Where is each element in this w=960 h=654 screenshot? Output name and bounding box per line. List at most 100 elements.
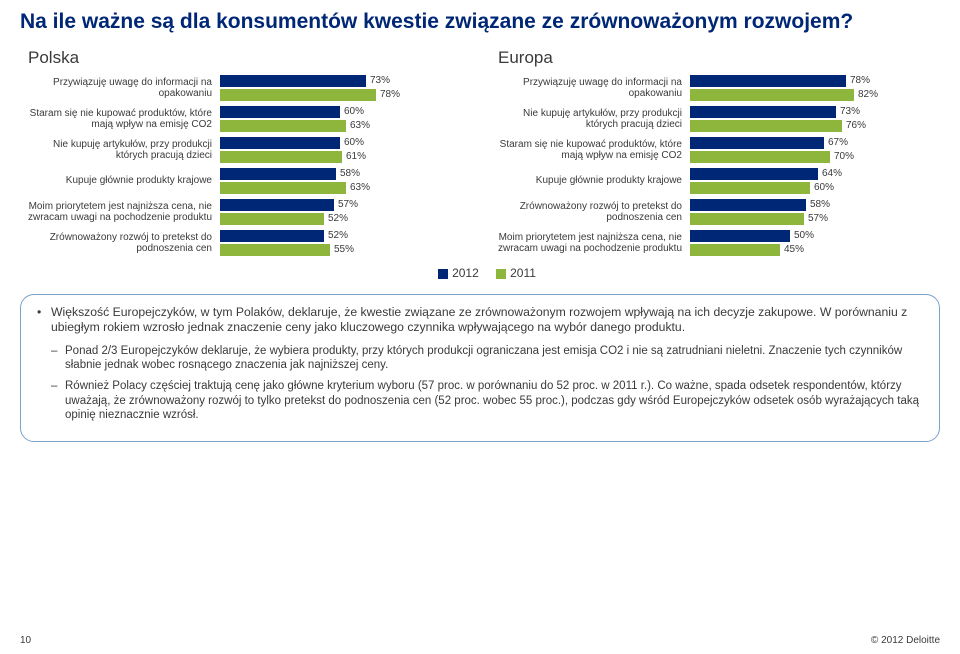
bar-value: 45% bbox=[784, 244, 804, 255]
bar-group: Przywiązuję uwagę do informacji na opako… bbox=[20, 74, 470, 102]
bar-row: 78% bbox=[690, 74, 940, 87]
bars-cell: 67%70% bbox=[690, 136, 940, 164]
bars-cell: 57%52% bbox=[220, 198, 470, 226]
bar-value: 70% bbox=[834, 151, 854, 162]
bar-value: 50% bbox=[794, 230, 814, 241]
summary-p1: Większość Europejczyków, w tym Polaków, … bbox=[37, 305, 923, 336]
bar-group: Moim priorytetem jest najniższa cena, ni… bbox=[20, 198, 470, 226]
bar-row: 52% bbox=[220, 212, 470, 225]
bar-row: 61% bbox=[220, 150, 470, 163]
page-number: 10 bbox=[20, 635, 31, 646]
bar-row: 45% bbox=[690, 243, 940, 256]
bars-cell: 52%55% bbox=[220, 229, 470, 257]
bar-label: Zrównoważony rozwój to pretekst do podno… bbox=[20, 232, 220, 255]
bar-value: 55% bbox=[334, 244, 354, 255]
bar-2012 bbox=[690, 137, 824, 149]
bars-cell: 60%63% bbox=[220, 105, 470, 133]
bar-2011 bbox=[690, 89, 854, 101]
bar-value: 78% bbox=[850, 75, 870, 86]
bar-row: 73% bbox=[690, 105, 940, 118]
bar-2012 bbox=[690, 168, 818, 180]
bar-2011 bbox=[690, 244, 780, 256]
bar-row: 58% bbox=[220, 167, 470, 180]
bar-row: 50% bbox=[690, 229, 940, 242]
bar-value: 63% bbox=[350, 182, 370, 193]
bar-row: 57% bbox=[220, 198, 470, 211]
bar-group: Kupuje głównie produkty krajowe64%60% bbox=[490, 167, 940, 195]
page-title: Na ile ważne są dla konsumentów kwestie … bbox=[0, 0, 960, 40]
bar-2011 bbox=[690, 213, 804, 225]
bar-2011 bbox=[690, 182, 810, 194]
bar-group: Moim priorytetem jest najniższa cena, ni… bbox=[490, 229, 940, 257]
bars-cell: 58%63% bbox=[220, 167, 470, 195]
bar-row: 60% bbox=[220, 136, 470, 149]
legend-swatch-2011 bbox=[496, 269, 506, 279]
bar-group: Staram się nie kupować produktów, które … bbox=[490, 136, 940, 164]
charts-row: Polska Przywiązuję uwagę do informacji n… bbox=[0, 40, 960, 260]
bar-2011 bbox=[220, 182, 346, 194]
bar-value: 61% bbox=[346, 151, 366, 162]
bar-group: Nie kupuję artykułów, przy produkcji któ… bbox=[490, 105, 940, 133]
bars-cell: 64%60% bbox=[690, 167, 940, 195]
bar-2011 bbox=[220, 244, 330, 256]
summary-p1a: Większość Europejczyków, w tym Polaków, … bbox=[51, 305, 820, 319]
bar-value: 57% bbox=[808, 213, 828, 224]
bar-2011 bbox=[690, 151, 830, 163]
bar-row: 73% bbox=[220, 74, 470, 87]
bar-label: Moim priorytetem jest najniższa cena, ni… bbox=[490, 232, 690, 255]
bar-value: 82% bbox=[858, 89, 878, 100]
bar-row: 76% bbox=[690, 119, 940, 132]
legend: 2012 2011 bbox=[0, 266, 960, 280]
chart-title-polska: Polska bbox=[20, 48, 470, 68]
bar-value: 58% bbox=[340, 168, 360, 179]
bar-label: Nie kupuję artykułów, przy produkcji któ… bbox=[20, 139, 220, 162]
bar-row: 52% bbox=[220, 229, 470, 242]
bar-value: 60% bbox=[344, 137, 364, 148]
bar-group: Przywiązuję uwagę do informacji na opako… bbox=[490, 74, 940, 102]
bar-label: Staram się nie kupować produktów, które … bbox=[490, 139, 690, 162]
bar-value: 58% bbox=[810, 199, 830, 210]
bar-value: 76% bbox=[846, 120, 866, 131]
bar-value: 57% bbox=[338, 199, 358, 210]
bar-row: 64% bbox=[690, 167, 940, 180]
bars-cell: 60%61% bbox=[220, 136, 470, 164]
bar-row: 67% bbox=[690, 136, 940, 149]
bar-row: 57% bbox=[690, 212, 940, 225]
bar-value: 52% bbox=[328, 213, 348, 224]
bar-label: Przywiązuję uwagę do informacji na opako… bbox=[490, 77, 690, 100]
bar-group: Nie kupuję artykułów, przy produkcji któ… bbox=[20, 136, 470, 164]
bar-2012 bbox=[220, 230, 324, 242]
chart-europa: Europa Przywiązuję uwagę do informacji n… bbox=[490, 48, 940, 260]
bar-value: 78% bbox=[380, 89, 400, 100]
bar-2011 bbox=[690, 120, 842, 132]
bars-cell: 50%45% bbox=[690, 229, 940, 257]
bar-row: 70% bbox=[690, 150, 940, 163]
bar-value: 73% bbox=[840, 106, 860, 117]
legend-label-2011: 2011 bbox=[510, 266, 536, 280]
chart-body-europa: Przywiązuję uwagę do informacji na opako… bbox=[490, 74, 940, 257]
bar-group: Staram się nie kupować produktów, które … bbox=[20, 105, 470, 133]
summary-p2: Ponad 2/3 Europejczyków deklaruje, że wy… bbox=[37, 344, 923, 373]
bar-2011 bbox=[220, 151, 342, 163]
legend-swatch-2012 bbox=[438, 269, 448, 279]
footer: 10 © 2012 Deloitte bbox=[20, 635, 940, 646]
bar-2012 bbox=[690, 199, 806, 211]
bars-cell: 73%78% bbox=[220, 74, 470, 102]
bar-row: 78% bbox=[220, 88, 470, 101]
bar-value: 73% bbox=[370, 75, 390, 86]
bar-2012 bbox=[220, 199, 334, 211]
summary-box: Większość Europejczyków, w tym Polaków, … bbox=[20, 294, 940, 442]
bar-2012 bbox=[690, 75, 846, 87]
bar-label: Moim priorytetem jest najniższa cena, ni… bbox=[20, 201, 220, 224]
bars-cell: 73%76% bbox=[690, 105, 940, 133]
bar-value: 63% bbox=[350, 120, 370, 131]
bar-2011 bbox=[220, 120, 346, 132]
bar-group: Zrównoważony rozwój to pretekst do podno… bbox=[20, 229, 470, 257]
bar-value: 64% bbox=[822, 168, 842, 179]
bar-row: 63% bbox=[220, 119, 470, 132]
bar-row: 60% bbox=[220, 105, 470, 118]
bar-label: Zrównoważony rozwój to pretekst do podno… bbox=[490, 201, 690, 224]
bar-value: 60% bbox=[344, 106, 364, 117]
bar-2012 bbox=[220, 75, 366, 87]
chart-title-europa: Europa bbox=[490, 48, 940, 68]
